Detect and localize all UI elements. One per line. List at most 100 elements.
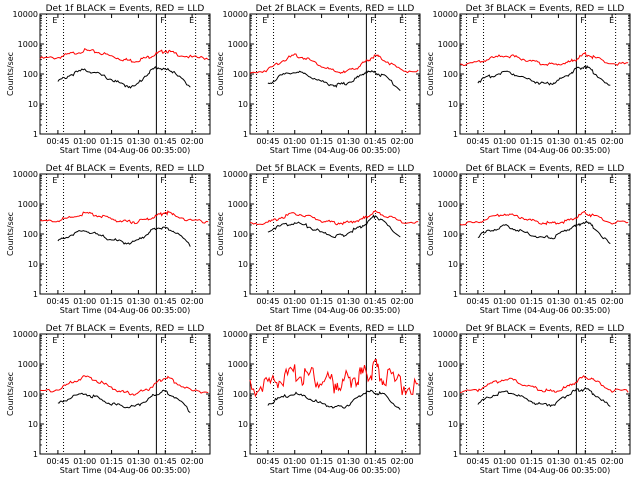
y-tick-label: 10 (28, 100, 38, 109)
x-tick-label: 02:00 (601, 137, 624, 146)
events-series-line (477, 220, 611, 245)
chart-panel: Det 8f BLACK = Events, RED = LLD 1 10 100 10… (216, 324, 421, 475)
x-tick-label: 01:15 (520, 457, 543, 466)
x-axis-label: Start Time (04-Aug-06 00:35:00) (270, 146, 401, 155)
plot-frame (39, 13, 211, 135)
y-tick-label: 1 (453, 450, 458, 459)
x-tick-label: 01:00 (283, 137, 306, 146)
y-tick-label: 1 (453, 130, 458, 139)
x-tick-label: 01:45 (574, 457, 597, 466)
x-tick-label: 02:00 (601, 297, 624, 306)
x-tick-label: 01:45 (364, 137, 387, 146)
y-tick-label: 1 (33, 450, 38, 459)
x-tick-label: 02:00 (391, 137, 414, 146)
x-tick-label: 01:00 (493, 297, 516, 306)
x-tick-label: 02:00 (181, 457, 204, 466)
x-axis-label: Start Time (04-Aug-06 00:35:00) (270, 306, 401, 315)
chart-panel: Det 4f BLACK = Events, RED = LLD 1 10 100 10… (6, 164, 211, 315)
chart-panel: Det 2f BLACK = Events, RED = LLD 1 10 100 10… (216, 4, 421, 155)
y-tick-label: 10 (448, 420, 458, 429)
chart-title: Det 3f BLACK = Events, RED = LLD (466, 4, 625, 14)
plot-frame (39, 333, 211, 455)
x-tick-label: 01:00 (493, 457, 516, 466)
marker-label: F (580, 336, 585, 345)
marker-label: E (472, 336, 477, 345)
y-tick-label: 100 (443, 230, 458, 239)
lld-series-line (39, 48, 209, 63)
x-tick-label: 01:15 (520, 297, 543, 306)
y-tick-label: 100 (23, 70, 38, 79)
y-tick-label: 1 (243, 130, 248, 139)
marker-label: E (472, 16, 477, 25)
y-axis-label: Counts/sec (6, 52, 15, 96)
y-axis-label: Counts/sec (426, 212, 435, 256)
y-tick-label: 10000 (13, 10, 38, 19)
chart-title: Det 7f BLACK = Events, RED = LLD (46, 324, 205, 334)
marker-label: E (472, 176, 477, 185)
marker-label: E (399, 336, 404, 345)
lld-series-line (249, 209, 419, 226)
x-tick-label: 01:15 (310, 297, 333, 306)
y-tick-label: 10000 (13, 330, 38, 339)
chart-panel: Det 3f BLACK = Events, RED = LLD 1 10 100 10… (426, 4, 631, 155)
chart-title: Det 8f BLACK = Events, RED = LLD (256, 324, 415, 334)
x-tick-label: 01:30 (547, 297, 570, 306)
chart-title: Det 2f BLACK = Events, RED = LLD (256, 4, 415, 14)
x-tick-label: 01:45 (364, 297, 387, 306)
x-tick-label: 01:45 (154, 457, 177, 466)
y-tick-label: 1000 (438, 200, 458, 209)
y-axis-label: Counts/sec (426, 372, 435, 416)
x-tick-label: 01:45 (574, 297, 597, 306)
y-tick-label: 100 (23, 390, 38, 399)
marker-label: E (262, 16, 267, 25)
chart-panel: Det 6f BLACK = Events, RED = LLD 1 10 100 10… (426, 164, 631, 315)
y-tick-label: 10 (238, 260, 248, 269)
chart-panel: Det 9f BLACK = Events, RED = LLD 1 10 100 10… (426, 324, 631, 475)
x-tick-label: 01:30 (547, 137, 570, 146)
y-tick-label: 1000 (228, 360, 248, 369)
y-axis-label: Counts/sec (6, 212, 15, 256)
x-tick-label: 01:45 (364, 457, 387, 466)
y-axis-label: Counts/sec (216, 212, 225, 256)
y-axis-label: Counts/sec (216, 372, 225, 416)
plot-frame (459, 333, 631, 455)
y-tick-label: 1000 (18, 200, 38, 209)
y-tick-label: 10000 (433, 10, 458, 19)
y-tick-label: 1000 (438, 360, 458, 369)
lld-series-line (249, 358, 419, 398)
events-series-line (267, 389, 401, 411)
plot-frame (249, 173, 421, 295)
y-tick-label: 10 (448, 100, 458, 109)
marker-label: E (262, 336, 267, 345)
x-tick-label: 00:45 (256, 137, 279, 146)
x-tick-label: 01:00 (73, 297, 96, 306)
y-tick-label: 10000 (223, 10, 248, 19)
y-tick-label: 100 (233, 70, 248, 79)
chart-panel: Det 5f BLACK = Events, RED = LLD 1 10 100 10… (216, 164, 421, 315)
x-axis-label: Start Time (04-Aug-06 00:35:00) (480, 146, 611, 155)
x-tick-label: 01:15 (100, 457, 123, 466)
chart-title: Det 4f BLACK = Events, RED = LLD (46, 164, 205, 174)
lld-series-line (39, 375, 209, 396)
y-tick-label: 1 (243, 290, 248, 299)
x-tick-label: 00:45 (466, 457, 489, 466)
x-tick-label: 01:45 (154, 297, 177, 306)
y-tick-label: 1000 (18, 40, 38, 49)
marker-label: E (262, 176, 267, 185)
y-tick-label: 10000 (433, 170, 458, 179)
x-tick-label: 01:00 (493, 137, 516, 146)
y-tick-label: 10000 (13, 170, 38, 179)
chart-title: Det 5f BLACK = Events, RED = LLD (256, 164, 415, 174)
x-tick-label: 01:00 (283, 457, 306, 466)
y-tick-label: 100 (443, 390, 458, 399)
marker-label: E (609, 336, 614, 345)
x-tick-label: 00:45 (46, 137, 69, 146)
marker-label: F (580, 16, 585, 25)
y-tick-label: 1000 (438, 40, 458, 49)
lld-series-line (39, 210, 209, 225)
chart-panel: Det 1f BLACK = Events, RED = LLD 1 10 100 10… (6, 4, 211, 155)
y-tick-label: 10 (238, 420, 248, 429)
plot-frame (39, 173, 211, 295)
x-tick-label: 01:15 (310, 137, 333, 146)
